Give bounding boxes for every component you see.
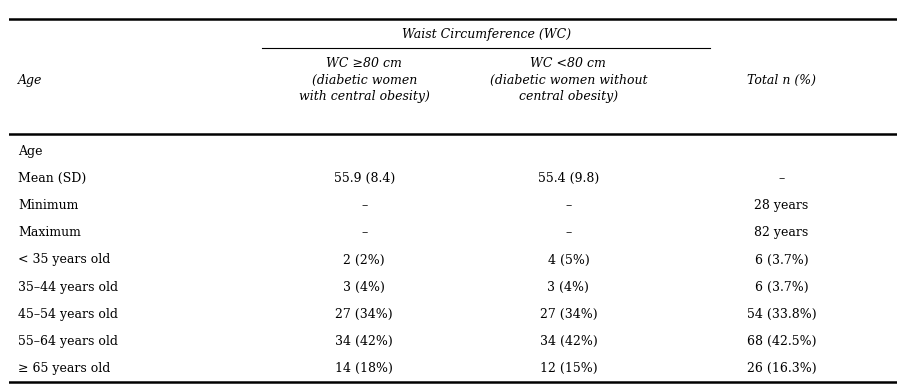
Text: 35–44 years old: 35–44 years old	[18, 281, 118, 294]
Text: 34 (42%): 34 (42%)	[335, 335, 393, 348]
Text: 27 (34%): 27 (34%)	[540, 308, 597, 321]
Text: –: –	[361, 226, 367, 239]
Text: < 35 years old: < 35 years old	[18, 254, 111, 266]
Text: 54 (33.8%): 54 (33.8%)	[747, 308, 816, 321]
Text: Mean (SD): Mean (SD)	[18, 172, 86, 185]
Text: 28 years: 28 years	[755, 199, 809, 212]
Text: Maximum: Maximum	[18, 226, 81, 239]
Text: 55.9 (8.4): 55.9 (8.4)	[333, 172, 395, 185]
Text: –: –	[778, 172, 785, 185]
Text: Waist Circumference (WC): Waist Circumference (WC)	[401, 28, 571, 41]
Text: 26 (16.3%): 26 (16.3%)	[747, 362, 816, 375]
Text: 4 (5%): 4 (5%)	[547, 254, 589, 266]
Text: 82 years: 82 years	[755, 226, 809, 239]
Text: 3 (4%): 3 (4%)	[343, 281, 385, 294]
Text: ≥ 65 years old: ≥ 65 years old	[18, 362, 111, 375]
Text: 14 (18%): 14 (18%)	[335, 362, 393, 375]
Text: WC <80 cm
(diabetic women without
central obesity): WC <80 cm (diabetic women without centra…	[489, 57, 647, 103]
Text: 3 (4%): 3 (4%)	[547, 281, 590, 294]
Text: Age: Age	[18, 145, 43, 158]
Text: 2 (2%): 2 (2%)	[343, 254, 385, 266]
Text: Minimum: Minimum	[18, 199, 78, 212]
Text: Age: Age	[18, 74, 43, 87]
Text: –: –	[565, 199, 572, 212]
Text: –: –	[361, 199, 367, 212]
Text: –: –	[565, 226, 572, 239]
Text: 12 (15%): 12 (15%)	[540, 362, 597, 375]
Text: 6 (3.7%): 6 (3.7%)	[755, 254, 808, 266]
Text: 6 (3.7%): 6 (3.7%)	[755, 281, 808, 294]
Text: 55.4 (9.8): 55.4 (9.8)	[538, 172, 599, 185]
Text: 45–54 years old: 45–54 years old	[18, 308, 118, 321]
Text: 68 (42.5%): 68 (42.5%)	[747, 335, 816, 348]
Text: 55–64 years old: 55–64 years old	[18, 335, 118, 348]
Text: 27 (34%): 27 (34%)	[335, 308, 393, 321]
Text: 34 (42%): 34 (42%)	[540, 335, 597, 348]
Text: Total n (%): Total n (%)	[747, 74, 816, 87]
Text: WC ≥80 cm
(diabetic women
with central obesity): WC ≥80 cm (diabetic women with central o…	[299, 57, 429, 103]
